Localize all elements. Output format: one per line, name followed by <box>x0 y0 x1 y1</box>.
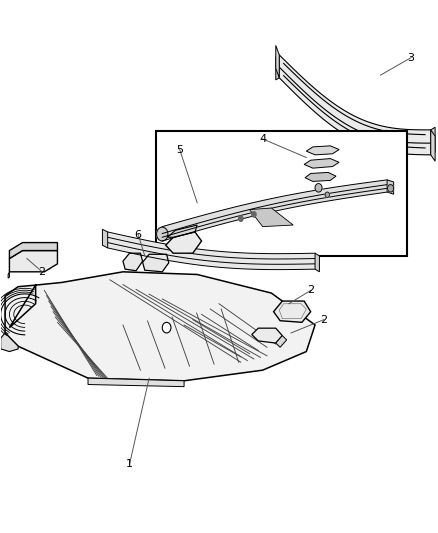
Text: 2: 2 <box>39 267 46 277</box>
Text: 1: 1 <box>126 459 133 469</box>
Polygon shape <box>10 243 57 259</box>
Circle shape <box>388 184 394 192</box>
Text: 5: 5 <box>176 144 183 155</box>
Circle shape <box>239 216 243 221</box>
Polygon shape <box>167 225 197 237</box>
Circle shape <box>315 183 322 192</box>
Polygon shape <box>431 130 435 161</box>
Polygon shape <box>304 159 339 168</box>
Polygon shape <box>276 45 279 78</box>
Text: 2: 2 <box>307 286 314 295</box>
Polygon shape <box>143 254 169 272</box>
Polygon shape <box>8 272 10 278</box>
Polygon shape <box>5 272 315 381</box>
Text: 2: 2 <box>320 314 327 325</box>
Polygon shape <box>123 253 143 271</box>
Polygon shape <box>162 180 387 241</box>
Polygon shape <box>166 232 201 253</box>
Polygon shape <box>88 378 184 386</box>
Polygon shape <box>279 55 431 155</box>
Polygon shape <box>305 172 336 181</box>
Polygon shape <box>274 301 311 322</box>
Text: 4: 4 <box>259 134 266 144</box>
Polygon shape <box>387 180 394 194</box>
Polygon shape <box>108 232 315 270</box>
Text: 6: 6 <box>135 230 142 240</box>
Polygon shape <box>431 127 435 155</box>
Polygon shape <box>10 251 57 272</box>
Circle shape <box>325 192 329 197</box>
Text: 3: 3 <box>408 53 415 62</box>
Polygon shape <box>276 55 279 80</box>
Polygon shape <box>250 208 293 227</box>
Polygon shape <box>315 253 319 272</box>
Polygon shape <box>1 333 18 352</box>
Polygon shape <box>276 336 287 348</box>
Bar <box>155 131 407 256</box>
Polygon shape <box>102 229 108 248</box>
Circle shape <box>252 212 256 217</box>
Circle shape <box>156 227 168 241</box>
Polygon shape <box>306 146 339 155</box>
Polygon shape <box>252 328 283 343</box>
Circle shape <box>162 322 171 333</box>
